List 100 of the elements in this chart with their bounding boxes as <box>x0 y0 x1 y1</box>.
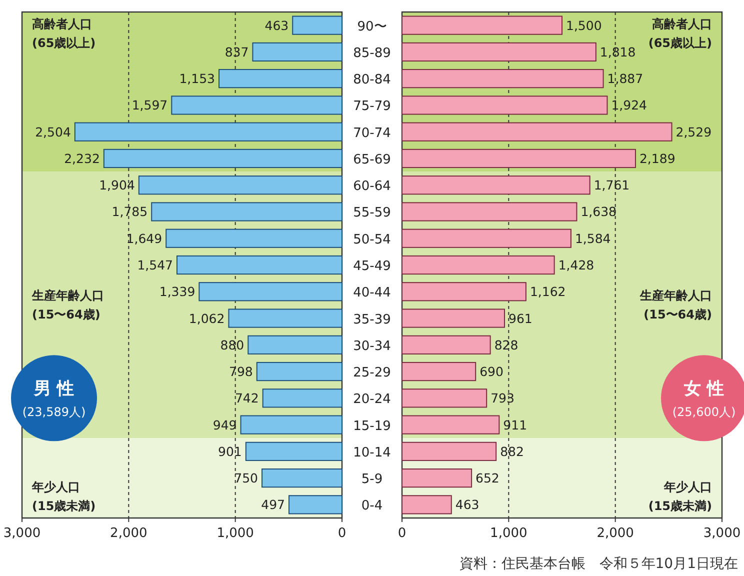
bar <box>402 308 506 328</box>
bar <box>402 388 488 408</box>
bar <box>402 228 572 248</box>
bar <box>402 255 555 275</box>
bar <box>402 415 500 434</box>
data-label: 1,547 <box>137 258 173 272</box>
y-tick-label: 65-69 <box>353 152 391 168</box>
data-label: 798 <box>229 364 253 380</box>
band-label: 生産年齢人口 (15〜64歳) <box>639 288 712 322</box>
data-label: 1,062 <box>188 310 225 326</box>
bar <box>228 308 342 328</box>
x-tick-label: 3,000 <box>703 526 741 541</box>
data-label: 1,761 <box>594 178 630 193</box>
y-tick-label: 5-9 <box>361 472 383 488</box>
bar <box>402 42 596 62</box>
y-tick-label: 35-39 <box>353 312 391 328</box>
band-label: 生産年齢人口 (15〜64歳) <box>31 288 104 322</box>
bar <box>402 442 497 461</box>
data-label: 1,584 <box>574 230 611 246</box>
data-label: 750 <box>234 470 258 486</box>
bar <box>218 69 342 88</box>
bar <box>292 16 342 35</box>
annotation: (23,589人) <box>22 405 86 420</box>
data-label: 1,649 <box>126 230 162 246</box>
bar <box>103 148 342 168</box>
y-tick-label: 15-19 <box>353 418 391 434</box>
data-label: 1,638 <box>580 204 617 220</box>
data-label: 1,339 <box>159 284 196 300</box>
bar <box>402 176 590 195</box>
bar <box>402 16 562 35</box>
annotation: 女 性 <box>683 379 724 400</box>
bar <box>151 202 342 222</box>
data-label: 1,818 <box>600 44 636 60</box>
data-label: 882 <box>500 444 524 459</box>
y-tick-label: 40-44 <box>353 286 391 301</box>
y-tick-label: 75-79 <box>353 99 391 114</box>
y-tick-label: 80-84 <box>353 72 391 88</box>
data-label: 1,162 <box>530 284 566 300</box>
bar <box>138 176 342 195</box>
y-tick-label: 50-54 <box>353 232 391 248</box>
y-tick-label: 45-49 <box>353 259 391 274</box>
y-tick-label: 85-89 <box>353 46 391 61</box>
data-label: 793 <box>490 390 514 406</box>
x-tick-label: 2,000 <box>110 526 148 541</box>
y-tick-label: 25-29 <box>353 366 391 381</box>
y-tick-label: 55-59 <box>353 206 391 221</box>
data-label: 880 <box>220 337 244 352</box>
bar <box>198 282 342 302</box>
x-tick-label: 1,000 <box>216 526 254 541</box>
y-tick-label: 20-24 <box>353 392 391 408</box>
band-label: 年少人口 (15歳未満) <box>31 480 96 513</box>
bar <box>262 388 342 408</box>
bar <box>402 69 604 88</box>
data-label: 2,504 <box>35 124 71 140</box>
bar <box>402 202 578 222</box>
bar <box>171 96 342 115</box>
data-label: 1,785 <box>112 204 148 220</box>
x-tick-label: 0 <box>338 526 346 541</box>
data-label: 497 <box>261 497 285 512</box>
data-label: 463 <box>264 18 289 33</box>
text: 資料：住民基本台帳 令和５年10月1日現在 <box>459 556 738 572</box>
band-label: 高齢者人口 (65歳以上) <box>648 17 712 50</box>
data-label: 742 <box>234 390 259 406</box>
bar <box>262 468 342 488</box>
data-label: 2,529 <box>676 124 712 140</box>
bar <box>402 122 672 142</box>
bar <box>166 228 342 248</box>
data-label: 828 <box>494 337 518 352</box>
y-tick-label: 10-14 <box>353 445 391 460</box>
x-tick-label: 3,000 <box>3 526 41 541</box>
data-label: 1,153 <box>179 71 216 86</box>
bar <box>402 362 476 382</box>
bar <box>402 335 491 354</box>
data-label: 1,428 <box>558 258 594 272</box>
data-label: 901 <box>218 444 242 459</box>
annotation: (25,600人) <box>672 405 736 420</box>
bar <box>248 335 342 354</box>
data-label: 652 <box>476 470 500 486</box>
band-label: 年少人口 (15歳未満) <box>648 480 712 513</box>
bar <box>402 96 608 115</box>
bar <box>402 495 452 514</box>
x-tick-label: 2,000 <box>596 526 634 541</box>
bar <box>402 148 636 168</box>
data-label: 1,597 <box>132 98 168 113</box>
bar <box>402 282 526 302</box>
y-tick-label: 0-4 <box>361 498 383 514</box>
bar <box>245 442 342 461</box>
x-tick-label: 0 <box>398 526 406 541</box>
data-label: 2,189 <box>639 150 676 166</box>
y-tick-label: 30-34 <box>353 338 391 354</box>
data-label: 690 <box>480 364 504 380</box>
data-label: 911 <box>503 417 528 432</box>
bar <box>240 415 342 434</box>
y-tick-label: 60-64 <box>353 179 391 194</box>
bar <box>74 122 342 142</box>
data-label: 1,924 <box>611 98 648 113</box>
band-label: 高齢者人口 (65歳以上) <box>32 17 96 50</box>
annotation: 男 性 <box>33 379 74 400</box>
bar <box>402 468 472 488</box>
data-label: 463 <box>455 497 480 512</box>
